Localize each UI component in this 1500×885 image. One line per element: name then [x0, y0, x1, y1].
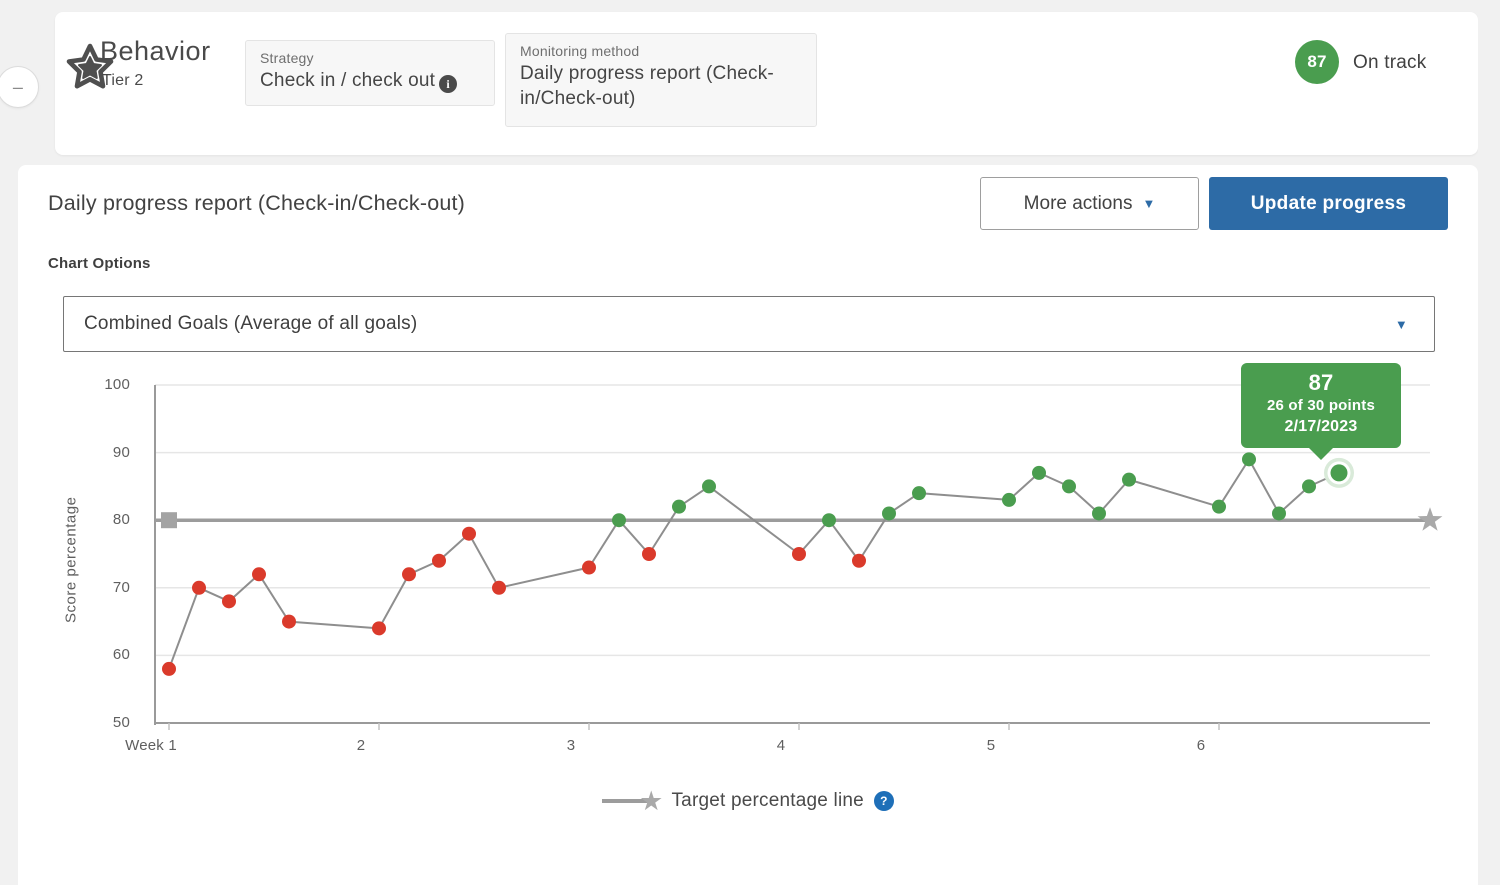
- page-title: Daily progress report (Check-in/Check-ou…: [48, 191, 466, 215]
- target-star-icon: ★: [639, 786, 664, 816]
- target-line-start-marker: [161, 512, 177, 529]
- data-point[interactable]: [1002, 492, 1016, 507]
- x-tick-label: 4: [776, 737, 786, 754]
- monitoring-label: Monitoring method: [520, 43, 640, 59]
- right-gutter: [1478, 0, 1500, 885]
- y-tick-label: 50: [112, 714, 130, 731]
- y-tick-label: 60: [112, 646, 130, 664]
- data-point[interactable]: [1122, 472, 1136, 487]
- strategy-label: Strategy: [260, 50, 314, 66]
- chevron-down-icon: ▼: [1394, 316, 1408, 332]
- data-point[interactable]: [432, 553, 446, 568]
- behavior-star-icon: [66, 43, 114, 89]
- tooltip-date: 2/17/2023: [1284, 418, 1358, 435]
- main-card: Daily progress report (Check-in/Check-ou…: [18, 165, 1478, 885]
- data-point[interactable]: [882, 506, 896, 521]
- header-card: Behavior Tier 2 Strategy Check in / chec…: [55, 12, 1478, 155]
- score-line: [168, 458, 1340, 670]
- y-tick-label: 70: [112, 578, 130, 596]
- data-point[interactable]: [222, 594, 236, 609]
- monitoring-method-box: Monitoring method Daily progress report …: [505, 33, 817, 127]
- y-tick-label: 90: [112, 443, 130, 461]
- category-title: Behavior: [100, 36, 211, 66]
- x-tick-label: 6: [1196, 737, 1206, 754]
- data-point[interactable]: [612, 513, 626, 528]
- data-point[interactable]: [1242, 452, 1256, 467]
- strategy-box: Strategy Check in / check out i: [245, 40, 495, 106]
- data-point[interactable]: [852, 553, 866, 568]
- chart-legend: ★ Target percentage line ?: [18, 786, 1478, 816]
- data-point[interactable]: [1092, 506, 1106, 521]
- data-point[interactable]: [912, 486, 926, 501]
- update-progress-button[interactable]: Update progress: [1209, 177, 1448, 230]
- more-actions-button[interactable]: More actions ▼: [980, 177, 1199, 230]
- data-point[interactable]: [672, 499, 686, 514]
- goal-select-value: Combined Goals (Average of all goals): [84, 313, 418, 334]
- status-text: On track: [1353, 52, 1427, 73]
- strategy-value: Check in / check out i: [260, 68, 480, 93]
- y-tick-label: 100: [104, 376, 130, 393]
- data-point[interactable]: [1330, 464, 1348, 482]
- data-point[interactable]: [1032, 465, 1046, 480]
- collapse-panel-button[interactable]: –: [0, 66, 39, 108]
- y-tick-label: 80: [112, 511, 130, 529]
- x-tick-label: 2: [356, 737, 366, 754]
- tier-label: Tier 2: [102, 72, 144, 89]
- data-point[interactable]: [582, 560, 596, 575]
- x-tick-label: 3: [566, 737, 576, 754]
- x-tick-label: 5: [986, 737, 996, 754]
- tooltip-score: 87: [1308, 370, 1334, 395]
- chart-canvas: [154, 384, 1443, 730]
- progress-chart: Score percentage 87 26 of 30 points 2/17…: [18, 165, 1478, 885]
- data-point[interactable]: [192, 580, 206, 595]
- data-point[interactable]: [1212, 499, 1226, 514]
- data-point[interactable]: [1272, 506, 1286, 521]
- data-point[interactable]: [282, 614, 296, 629]
- x-tick-label: Week 1: [125, 737, 177, 754]
- data-point[interactable]: [702, 479, 716, 494]
- data-point[interactable]: [462, 526, 476, 541]
- data-point[interactable]: [792, 547, 806, 561]
- data-point[interactable]: [252, 567, 266, 582]
- target-line-end-star: [1417, 507, 1443, 531]
- tooltip-points: 26 of 30 points: [1266, 397, 1376, 414]
- chevron-down-icon: ▼: [1142, 196, 1156, 211]
- goal-select-dropdown[interactable]: Combined Goals (Average of all goals) ▼: [63, 296, 1435, 352]
- help-icon[interactable]: ?: [873, 791, 894, 811]
- chart-options-label: Chart Options: [48, 255, 151, 272]
- score-badge: 87: [1295, 40, 1339, 84]
- target-line-sample: [602, 799, 649, 803]
- data-point[interactable]: [402, 567, 416, 582]
- data-point[interactable]: [1302, 479, 1316, 494]
- data-point[interactable]: [372, 621, 386, 636]
- data-point[interactable]: [1062, 479, 1076, 494]
- info-icon[interactable]: i: [439, 75, 458, 93]
- data-point[interactable]: [642, 547, 656, 561]
- data-point[interactable]: [162, 661, 176, 676]
- data-point-tooltip: 87 26 of 30 points 2/17/2023: [1241, 363, 1401, 460]
- data-point[interactable]: [492, 580, 506, 595]
- data-point[interactable]: [822, 513, 836, 528]
- monitoring-value: Daily progress report (Check-in/Check-ou…: [520, 63, 774, 109]
- legend-label: Target percentage line: [671, 790, 864, 811]
